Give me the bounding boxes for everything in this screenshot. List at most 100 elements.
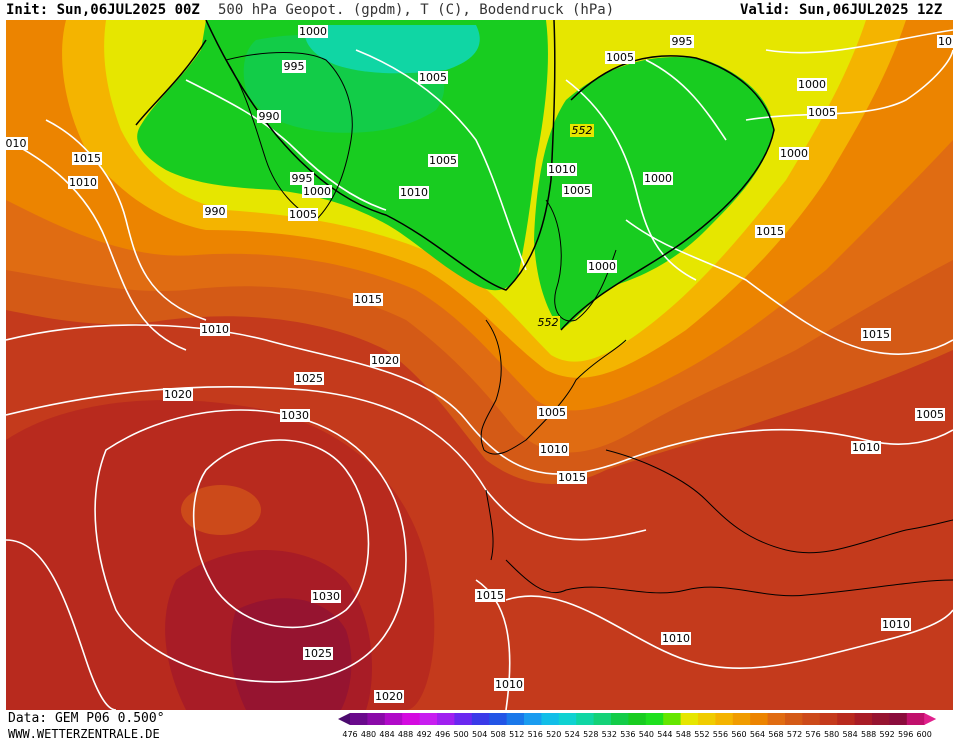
geopotential-552-line-east — [560, 55, 775, 331]
svg-text:1015: 1015 — [862, 328, 890, 341]
svg-text:1005: 1005 — [429, 154, 457, 167]
svg-text:1010: 1010 — [548, 163, 576, 176]
svg-text:1030: 1030 — [312, 590, 340, 603]
isobar-label: 1015 — [475, 589, 505, 602]
svg-text:1005: 1005 — [606, 51, 634, 64]
isobar-label: 1005 — [605, 51, 635, 64]
coastlines — [225, 52, 953, 597]
legend-swatch — [628, 713, 647, 725]
legend-swatch — [819, 713, 838, 725]
isobar-label: 1010 — [539, 443, 569, 456]
isobar-label: 995 — [670, 35, 694, 48]
chart-header: Init: Sun,06JUL2025 00Z 500 hPa Geopot. … — [0, 0, 959, 20]
svg-text:1000: 1000 — [644, 172, 672, 185]
legend-swatch — [906, 713, 925, 725]
svg-text:552: 552 — [538, 316, 559, 329]
legend-swatch — [524, 713, 542, 725]
valid-time: Valid: Sun,06JUL2025 12Z — [740, 2, 943, 18]
isobar-label: 1015 — [54, 152, 84, 165]
svg-text:1015: 1015 — [476, 589, 504, 602]
isobar-label: 990 — [257, 110, 281, 123]
svg-text:1025: 1025 — [304, 647, 332, 660]
map-title: 500 hPa Geopot. (gpdm), T (C), Bodendruc… — [218, 2, 615, 18]
legend-swatch — [489, 713, 508, 725]
legend-swatch — [367, 713, 386, 725]
isobar-label: 1000 — [587, 260, 617, 273]
legend-tick-label: 584 — [842, 730, 857, 739]
legend-swatch — [663, 713, 682, 725]
svg-text:1000: 1000 — [299, 25, 327, 38]
isobar-label: 1005 — [537, 406, 567, 419]
svg-text:1010: 1010 — [540, 443, 568, 456]
legend-tick-label: 556 — [713, 730, 728, 739]
legend-tick-label: 492 — [416, 730, 431, 739]
isobar-label: 1015 — [755, 225, 785, 238]
legend-swatch — [750, 713, 769, 725]
geopotential-552-line-west — [135, 20, 556, 291]
isobar-label: 1015 — [557, 471, 587, 484]
legend-swatch — [767, 713, 786, 725]
isobar-label: 1010 — [661, 632, 691, 645]
isobar-label: 1020 — [163, 388, 193, 401]
svg-text:1015: 1015 — [756, 225, 784, 238]
svg-text:1000: 1000 — [798, 78, 826, 91]
isobar-label: 1005 — [562, 184, 592, 197]
isobar-label: 990 — [203, 205, 227, 218]
legend-tick-label: 508 — [491, 730, 506, 739]
legend-swatch — [506, 713, 525, 725]
svg-text:1000: 1000 — [303, 185, 331, 198]
legend-swatch — [715, 713, 734, 725]
svg-text:1010: 1010 — [882, 618, 910, 631]
legend-tick-label: 552 — [694, 730, 709, 739]
warm-anomaly — [181, 485, 261, 535]
svg-text:1005: 1005 — [808, 106, 836, 119]
legend-tick-label: 480 — [361, 730, 376, 739]
isobar-label: 1010 — [6, 20, 34, 23]
isobar-label: 1005 — [428, 154, 458, 167]
isobar-label: 1000 — [643, 172, 673, 185]
svg-text:990: 990 — [259, 110, 280, 123]
legend-swatch — [576, 713, 595, 725]
svg-text:1030: 1030 — [281, 409, 309, 422]
legend-tick-label: 560 — [731, 730, 746, 739]
legend-swatch — [611, 713, 629, 725]
legend-swatch — [645, 713, 664, 725]
data-source: Data: GEM P06 0.500° — [8, 711, 165, 726]
isobar-label: 1020 — [370, 354, 400, 367]
legend-swatch — [889, 713, 908, 725]
svg-text:1025: 1025 — [295, 372, 323, 385]
legend-tick-label: 512 — [509, 730, 524, 739]
svg-text:1000: 1000 — [780, 147, 808, 160]
svg-text:1020: 1020 — [375, 690, 403, 703]
isobar-label: 1005 — [288, 208, 318, 221]
isobar-label: 995 — [670, 35, 694, 48]
legend-tick-label: 588 — [861, 730, 876, 739]
isobar-label: 1015 — [72, 152, 102, 165]
svg-text:1005: 1005 — [563, 184, 591, 197]
legend-tick-label: 532 — [602, 730, 617, 739]
isobar-label: 1025 — [303, 647, 333, 660]
legend-tick-label: 500 — [453, 730, 468, 739]
cold-pool-west — [137, 20, 548, 291]
legend-swatch — [384, 713, 403, 725]
geopotential-label: 552 — [570, 124, 594, 137]
legend-tick-label: 476 — [342, 730, 357, 739]
legend-swatch — [471, 713, 490, 725]
svg-text:1005: 1005 — [289, 208, 317, 221]
color-legend: 476 480 484 488 492 496 500 504 508 512 516 520 524 5… — [338, 713, 937, 739]
isobar-label: 1010 — [851, 441, 881, 454]
legend-tick-label: 528 — [583, 730, 598, 739]
svg-text:010: 010 — [6, 137, 27, 150]
legend-swatch — [854, 713, 873, 725]
svg-text:1015: 1015 — [354, 293, 382, 306]
legend-tick-label: 548 — [676, 730, 691, 739]
cold-core-544 — [304, 25, 480, 74]
svg-text:1010: 1010 — [662, 632, 690, 645]
svg-text:1015: 1015 — [73, 152, 101, 165]
legend-swatch — [558, 713, 577, 725]
isobar-label: 995 — [282, 60, 306, 73]
chart-footer: Data: GEM P06 0.500° WWW.WETTERZENTRALE.… — [0, 710, 959, 741]
svg-text:990: 990 — [205, 205, 226, 218]
legend-swatch — [541, 713, 560, 725]
legend-tick-label: 496 — [435, 730, 450, 739]
